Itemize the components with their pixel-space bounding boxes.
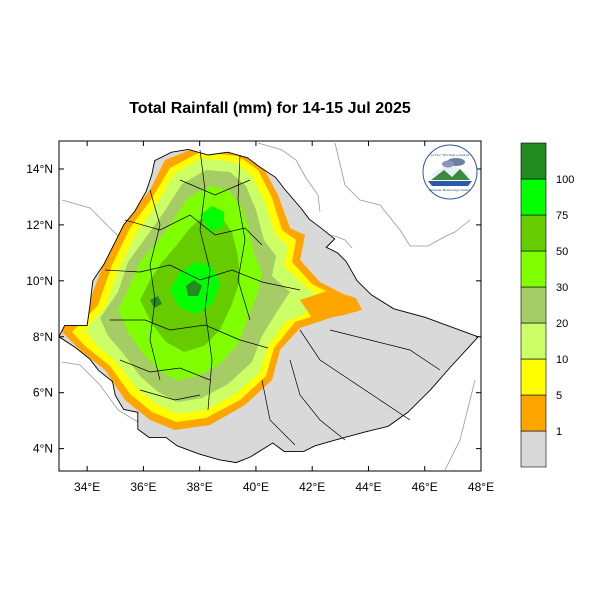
x-tick-label: 42°E [299,480,325,494]
rainfall-fields [60,149,362,430]
y-tick-label: 6°N [33,386,53,400]
legend-label: 10 [556,354,568,366]
rain-zone-max-2 [150,296,162,308]
country-outline [59,148,479,464]
logo-text-top: ኢትዮጵያ ሜትዮሮሎጂ ኢንስቲትዩት [431,153,470,157]
map-plot-area [59,141,481,471]
legend-label: 5 [556,390,562,402]
map-title: Total Rainfall (mm) for 14-15 Jul 2025 [129,100,411,117]
regional-boundaries [104,149,441,446]
legend-label: 50 [556,246,568,258]
plot-frame [58,140,482,472]
y-tick-label: 8°N [33,330,53,344]
legend-label: 30 [556,282,568,294]
legend-label: 1 [556,426,562,438]
y-axis: 4°N 6°N 8°N 10°N 12°N 14°N [26,162,481,456]
y-tick-label: 4°N [33,442,53,456]
legend-swatch [520,394,547,432]
x-tick-label: 44°E [355,480,381,494]
legend-swatch [520,358,547,396]
legend-swatch [520,250,547,288]
x-tick-label: 34°E [74,480,100,494]
legend-label: 75 [556,210,568,222]
legend-swatch [520,322,547,360]
y-tick-label: 14°N [26,162,53,176]
legend-swatch [520,214,547,252]
legend-swatch [520,286,547,324]
y-tick-label: 12°N [26,218,53,232]
y-tick-label: 10°N [26,274,53,288]
logo-text-bottom: Ethiopian Meteorology Institute [429,188,471,192]
rain-zone-max [186,280,202,296]
x-axis: 34°E 36°E 38°E 40°E 42°E 44°E 46°E 48°E [74,141,494,494]
rain-zone-peak-2 [200,206,224,232]
legend-swatch [520,142,547,180]
rain-zone-east-orange [300,290,362,318]
legend-swatch [520,178,547,216]
institute-logo: ኢትዮጵያ ሜትዮሮሎጂ ኢንስቲትዩት Ethiopian Meteorolo… [422,144,478,200]
x-tick-label: 48°E [468,480,494,494]
legend-label: 20 [556,318,568,330]
x-tick-label: 40°E [243,480,269,494]
x-tick-label: 36°E [130,480,156,494]
legend-swatch [520,430,547,468]
x-tick-label: 38°E [187,480,213,494]
x-tick-label: 46°E [412,480,438,494]
legend-label: 100 [556,174,574,186]
rainfall-legend: 1 5 10 20 30 50 75 100 [520,142,574,468]
